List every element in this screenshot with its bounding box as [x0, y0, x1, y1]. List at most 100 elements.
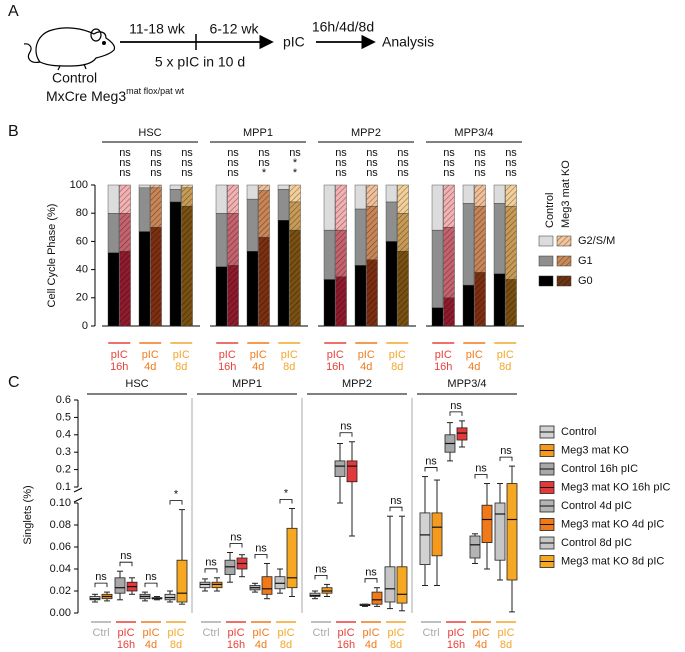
bar-segment [323, 229, 336, 280]
hatch [397, 213, 409, 252]
timepoint-label: pIC [281, 349, 298, 361]
significance-bracket [364, 578, 378, 583]
hatch [181, 185, 193, 188]
significance-label: ns [475, 462, 487, 474]
timepoint-label: pIC [327, 349, 344, 361]
hatch [557, 256, 571, 266]
significance-label: ns [181, 157, 193, 169]
significance-label: ns [119, 147, 131, 159]
y-tick-label: 60 [76, 235, 88, 247]
x-label: 16h [227, 639, 245, 651]
bar-segment [215, 184, 228, 214]
bar-segment [462, 203, 475, 286]
box [494, 502, 506, 561]
timepoint-label: pIC [142, 349, 159, 361]
significance-label: ns [258, 147, 270, 159]
group-label: MPP1 [243, 127, 273, 139]
timepoint-label: pIC [497, 349, 514, 361]
bar-segment [277, 220, 290, 327]
bar-segment [246, 251, 259, 327]
timepoint-label: 4d [252, 361, 264, 373]
hatch [557, 276, 571, 286]
x-label: pIC [227, 627, 244, 639]
significance-label: ns [315, 563, 327, 575]
bar-segment [138, 187, 151, 232]
box [261, 576, 273, 595]
y-tick-label: 0.00 [50, 607, 71, 619]
significance-label: ns [443, 157, 455, 169]
hatch [366, 259, 378, 326]
y-tick-label: 0.04 [50, 563, 71, 575]
hatch [474, 206, 486, 273]
significance-label: ns [119, 167, 131, 179]
significance-label: ns [443, 147, 455, 159]
significance-label: ns [443, 167, 455, 179]
x-label: pIC [387, 627, 404, 639]
hatch [335, 276, 347, 326]
x-label: 16h [117, 639, 135, 651]
significance-label: ns [505, 157, 517, 169]
hatch [289, 185, 301, 202]
significance-label: ns [366, 147, 378, 159]
bar-segment [323, 184, 336, 231]
significance-bracket [169, 500, 183, 505]
significance-label: ns [119, 157, 131, 169]
y-tick-label: 0.4 [56, 429, 71, 441]
group-label: MPP1 [232, 378, 262, 390]
significance-bracket [474, 474, 488, 479]
y-tick-label: 0.1 [56, 481, 71, 493]
y-tick-label: 0.06 [50, 541, 71, 553]
significance-bracket [229, 543, 243, 548]
bar-segment [431, 307, 444, 327]
y-tick-label: 100 [70, 179, 88, 191]
significance-label: ns [227, 147, 239, 159]
x-label: Ctrl [92, 627, 109, 639]
genotype-text: MxCre Meg3 [46, 88, 126, 104]
box [334, 460, 346, 477]
x-label: Ctrl [202, 627, 219, 639]
significance-label: ns [474, 167, 486, 179]
hatch [227, 213, 239, 266]
significance-label: ns [474, 147, 486, 159]
hatch [181, 187, 193, 207]
bar-segment [323, 279, 336, 327]
hatch [505, 206, 517, 280]
significance-label: * [262, 167, 267, 179]
legend-label: Control 8d pIC [561, 537, 632, 549]
significance-label: ns [366, 167, 378, 179]
legend-swatch [538, 255, 554, 267]
timepoint-label: pIC [111, 349, 128, 361]
x-label: 8d [170, 639, 182, 651]
legend-label: G1 [578, 255, 593, 267]
bar-segment [169, 201, 182, 327]
bar-segment [107, 252, 120, 327]
legend-swatch [538, 275, 554, 287]
legend-label: Control [561, 426, 596, 438]
box [371, 591, 383, 605]
significance-bracket [254, 554, 268, 559]
hatch [443, 185, 455, 228]
hatch [397, 185, 409, 214]
significance-label: ns [505, 147, 517, 159]
significance-bracket [339, 432, 353, 437]
bar-segment [138, 184, 151, 189]
bar-segment [169, 189, 182, 203]
hatch [474, 272, 486, 326]
bar-segment [169, 184, 182, 190]
bar-segment [493, 273, 506, 327]
y-tick-label: 0.10 [50, 497, 71, 509]
hatch [258, 185, 270, 191]
hatch [150, 187, 162, 228]
box [419, 512, 431, 566]
hatch [258, 237, 270, 326]
box [384, 566, 396, 603]
timepoint-label: 16h [326, 361, 344, 373]
treatment-label: 5 x pIC in 10 d [155, 54, 245, 70]
bar-segment [107, 184, 120, 214]
hatch [366, 185, 378, 207]
x-label: pIC [117, 627, 134, 639]
significance-label: ns [474, 157, 486, 169]
bar-segment [493, 203, 506, 275]
bar-segment [385, 201, 398, 242]
significance-bracket [499, 456, 513, 462]
